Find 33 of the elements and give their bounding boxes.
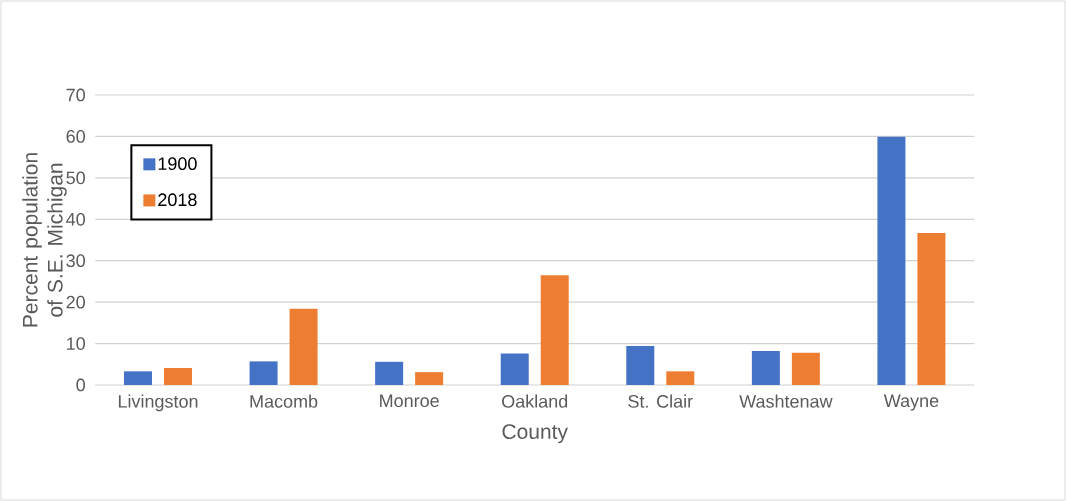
bar xyxy=(626,346,655,385)
x-tick-label: St. Clair xyxy=(628,394,693,408)
bar xyxy=(415,372,444,385)
bar xyxy=(375,361,404,385)
bar xyxy=(917,232,946,385)
bar xyxy=(249,361,278,385)
bar xyxy=(751,351,780,385)
bar xyxy=(877,136,906,385)
bar xyxy=(124,371,152,385)
bar xyxy=(289,308,318,385)
x-tick-label: Washtenaw xyxy=(739,394,833,408)
x-axis-title: County xyxy=(502,424,568,444)
y-tick-label: 30 xyxy=(66,254,85,268)
y-tick-label: 20 xyxy=(66,295,85,309)
y-tick-label: 0 xyxy=(76,378,85,392)
y-tick-label: 40 xyxy=(66,212,85,226)
x-tick-label: Livingston xyxy=(118,394,198,412)
y-axis-title: Percent population of S.E. Michigan xyxy=(22,153,67,327)
x-tick-label: Wayne xyxy=(883,394,939,411)
bar xyxy=(540,275,569,385)
x-tick-label: Monroe xyxy=(380,394,439,408)
legend-label: 2018 xyxy=(158,193,197,207)
y-tick-label: 70 xyxy=(66,88,85,102)
y-tick-label: 60 xyxy=(66,130,85,143)
bar xyxy=(791,352,820,385)
bar xyxy=(500,353,529,385)
y-tick-label: 50 xyxy=(66,171,85,185)
bar xyxy=(164,368,192,385)
x-tick-label: Oakland xyxy=(502,394,568,408)
y-tick-label: 10 xyxy=(67,337,85,350)
x-tick-label: Macomb xyxy=(250,394,318,408)
bar xyxy=(666,371,695,385)
legend-label: 1900 xyxy=(158,157,197,171)
